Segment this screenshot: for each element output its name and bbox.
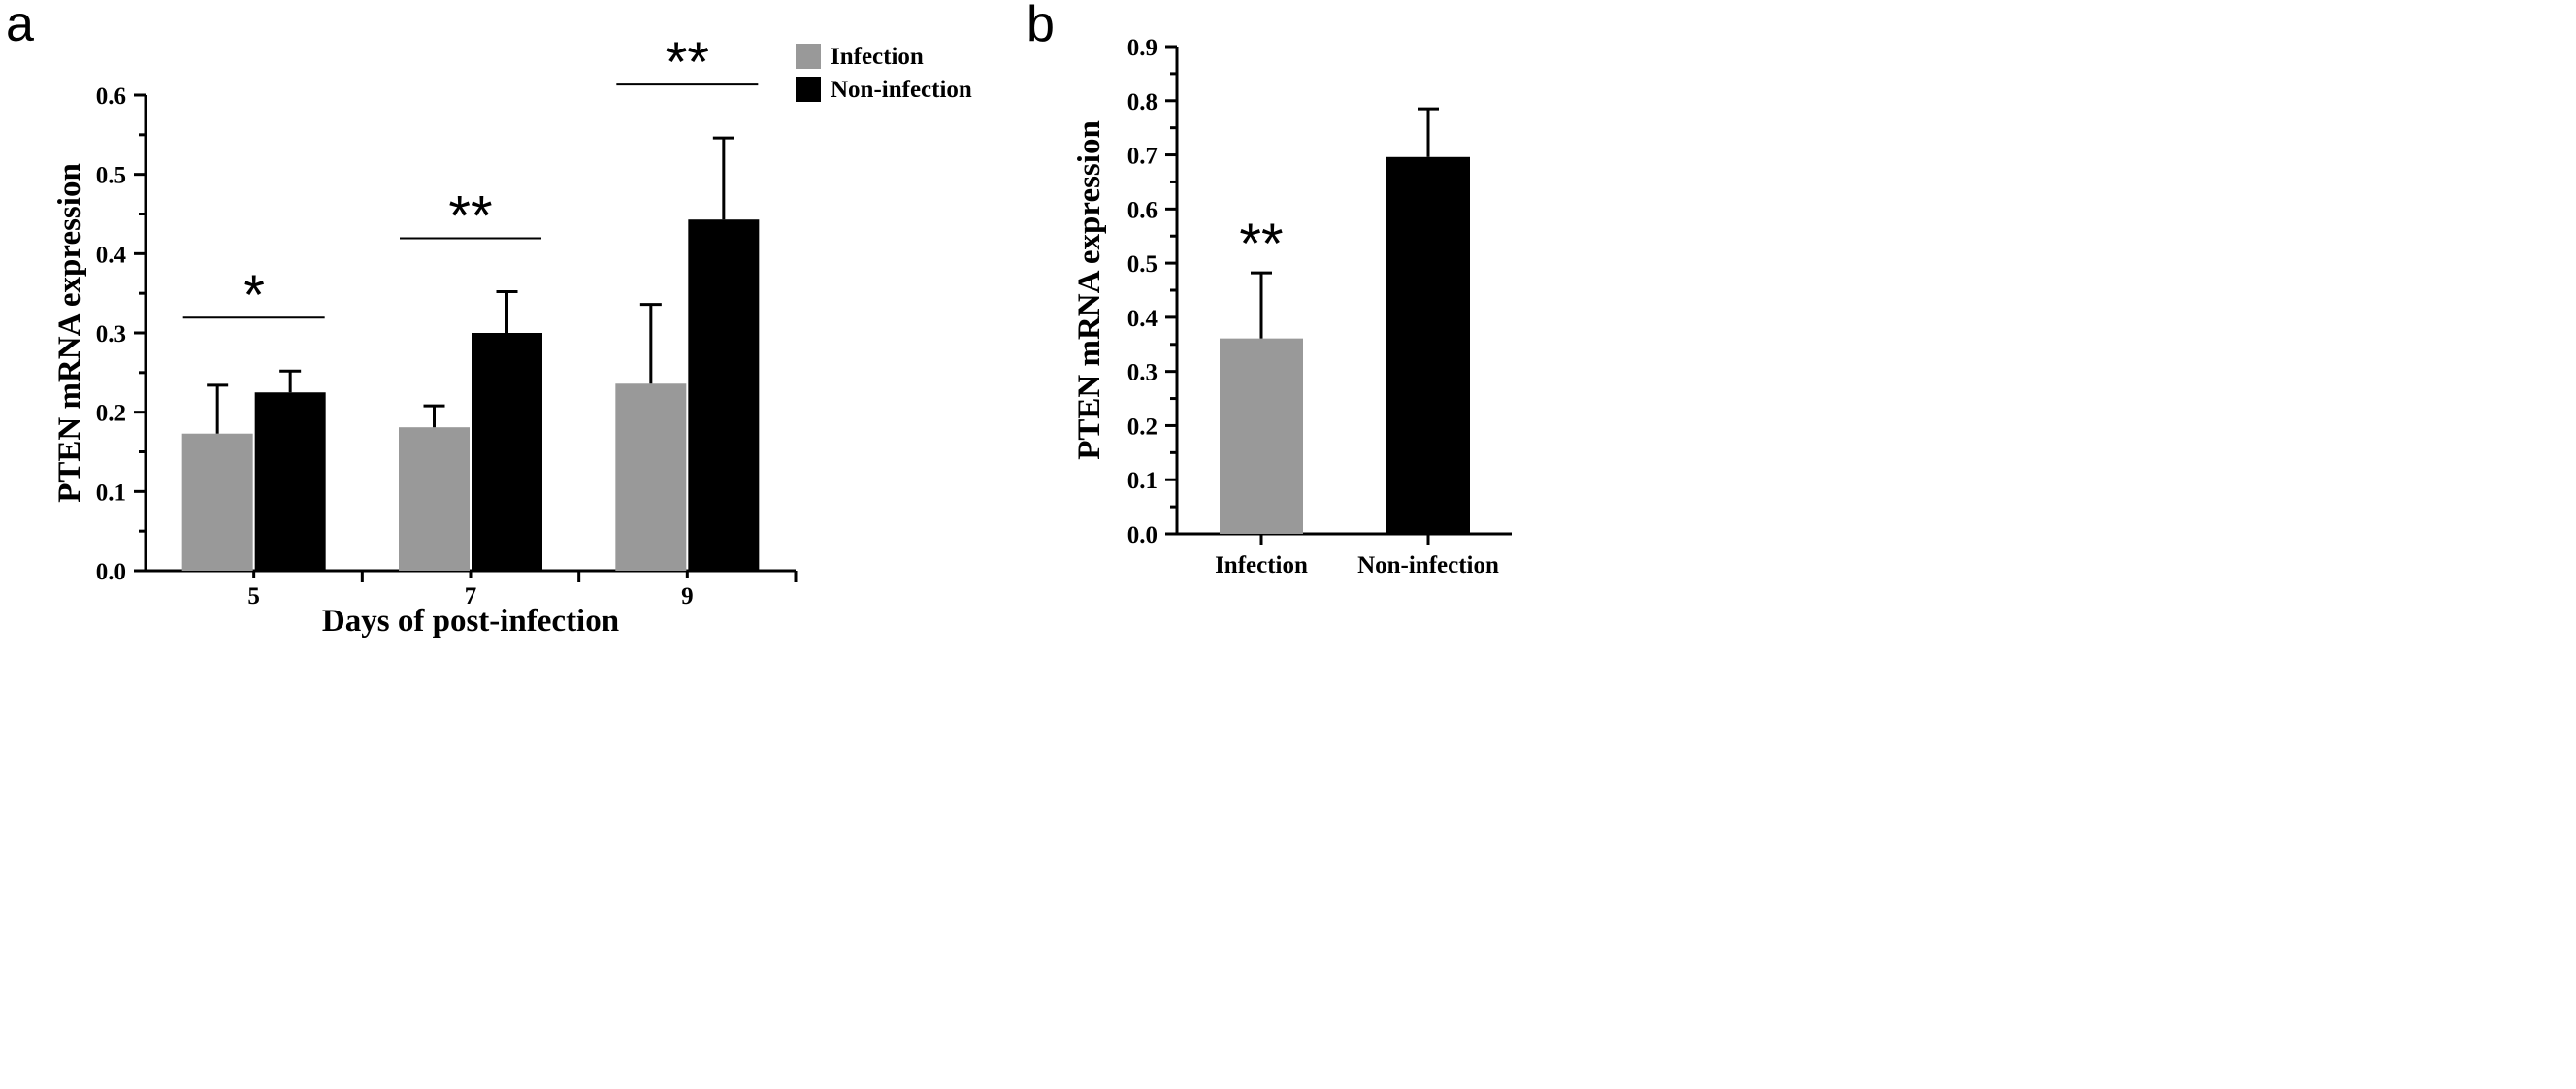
y-tick-label: 0.5: [1127, 251, 1158, 278]
y-tick-label: 0.1: [96, 479, 126, 506]
y-tick-label: 0.1: [1127, 468, 1158, 494]
y-tick-label: 0.2: [1127, 413, 1158, 440]
legend-label: Infection: [831, 44, 924, 70]
y-tick-label: 0.6: [1127, 197, 1158, 223]
x-tick-label: 7: [465, 583, 477, 610]
bar-non-infection: [688, 219, 760, 571]
legend-label: Non-infection: [831, 77, 972, 103]
bar-infection: [399, 427, 470, 571]
y-axis-title: PTEN mRNA expression: [1072, 120, 1107, 460]
significance-marker: **: [448, 185, 492, 248]
bar-non-infection: [254, 392, 326, 571]
y-tick-label: 0.3: [1127, 360, 1158, 386]
y-axis-title: PTEN mRNA expression: [52, 163, 87, 503]
y-tick-label: 0.0: [1127, 522, 1158, 548]
bar-infection: [1220, 338, 1303, 534]
legend-swatch-infection: [796, 44, 821, 69]
y-tick-label: 0.3: [96, 321, 126, 347]
bar-infection: [615, 383, 687, 571]
y-tick-label: 0.7: [1127, 144, 1158, 170]
panel-label: a: [6, 0, 34, 52]
x-tick-label: Infection: [1215, 552, 1308, 578]
y-tick-label: 0.6: [96, 83, 126, 110]
bar-non-infection: [1386, 156, 1470, 534]
y-tick-label: 0.9: [1127, 35, 1158, 61]
x-axis-title: Days of post-infection: [322, 604, 619, 639]
y-tick-label: 0.4: [1127, 306, 1158, 332]
x-tick-label: Non-infection: [1357, 552, 1499, 578]
panel-a-chart: a 0.0 0.1 0.2 0.3 0.4 0.5 0.6 5 * 7 ** 9 ** Days of po…: [6, 0, 972, 639]
x-tick-label: 5: [247, 583, 260, 610]
significance-marker: *: [243, 264, 265, 327]
significance-marker: **: [666, 31, 709, 94]
bar-non-infection: [472, 333, 542, 571]
y-tick-label: 0.0: [96, 559, 126, 585]
bar-infection: [181, 433, 253, 571]
y-tick-label: 0.4: [96, 242, 127, 268]
y-tick-label: 0.8: [1127, 89, 1158, 116]
significance-marker: **: [1239, 213, 1283, 276]
y-tick-label: 0.2: [96, 401, 126, 427]
panel-label: b: [1027, 0, 1055, 52]
x-tick-label: 9: [681, 583, 694, 610]
y-tick-label: 0.5: [96, 163, 126, 189]
panel-b-chart: b 0.0 0.1 0.2 0.3 0.4 0.5 0.6 0.7 0.8 0.9 Infection…: [1027, 0, 1512, 578]
legend-swatch-non-infection: [796, 77, 821, 102]
